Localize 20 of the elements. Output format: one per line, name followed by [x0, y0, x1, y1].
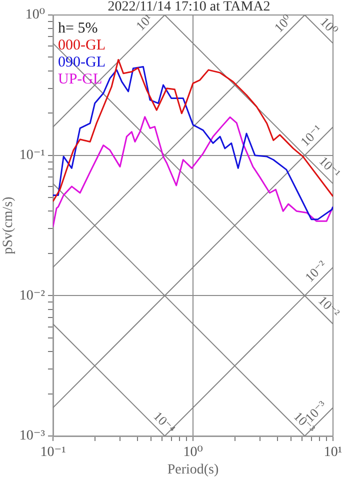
annotation: 10⁻² — [315, 292, 343, 320]
y-axis-title: pSv(cm/s) — [1, 196, 16, 254]
y-tick-label: 10⁻³ — [19, 428, 45, 444]
x-axis-title: Period(s) — [167, 462, 219, 478]
annotation: 10⁻¹ — [316, 153, 344, 181]
series-label: 090-GL — [58, 54, 106, 70]
annotation: 10⁻⁴ — [150, 408, 179, 437]
y-tick-label: 10⁰ — [25, 8, 46, 23]
annotation: 10⁻² — [302, 257, 330, 285]
annotation: 10⁻¹ — [297, 122, 325, 150]
text: UP-GL — [58, 71, 102, 88]
y-tick-label: 10⁻¹ — [19, 148, 45, 164]
legend-title: h= 5% — [58, 20, 98, 36]
x-tick-label: 10¹ — [324, 445, 342, 460]
y-tick-label: 10⁻² — [19, 288, 45, 304]
x-tick-label: 10⁰ — [183, 445, 204, 460]
annotation: 10⁰ — [271, 12, 295, 36]
x-tick-label: 10⁻¹ — [40, 445, 66, 460]
series-label: 000-GL — [58, 37, 106, 54]
annotation: 10⁰ — [317, 14, 341, 38]
